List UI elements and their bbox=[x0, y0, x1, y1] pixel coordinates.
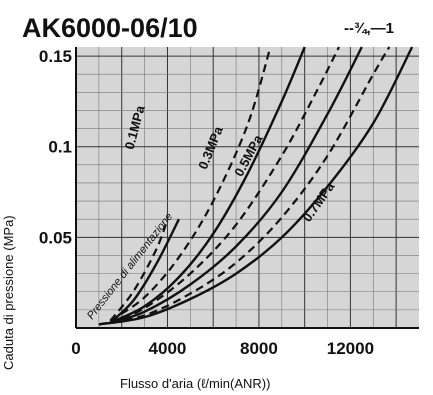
x-tick-label-1: 0 bbox=[71, 339, 80, 358]
series-line-7 bbox=[98, 46, 414, 326]
series-line-5 bbox=[109, 46, 363, 324]
y-axis-label: Caduta di pressione (MPa) bbox=[1, 215, 16, 370]
chart-title: AK6000-06/10 bbox=[22, 13, 198, 43]
series-line-6 bbox=[109, 46, 340, 324]
series-line-3 bbox=[109, 46, 306, 324]
series-line-4 bbox=[109, 46, 272, 322]
y-tick-label-3: 0.05 bbox=[39, 228, 72, 247]
series-line-2 bbox=[109, 218, 169, 322]
x-tick-label-4: 12000 bbox=[327, 339, 374, 358]
x-tick-label-3: 8000 bbox=[240, 339, 278, 358]
series-line-1 bbox=[109, 218, 180, 324]
y-tick-label-2: 0.1 bbox=[48, 138, 72, 157]
x-tick-label-2: 4000 bbox=[149, 339, 187, 358]
plot-background bbox=[76, 47, 419, 328]
x-axis-label: Flusso d'aria (ℓ/min(ANR)) bbox=[120, 376, 270, 391]
series-line-8 bbox=[98, 46, 391, 326]
chart-legend: --¾,—1 bbox=[344, 20, 394, 37]
y-tick-label-1: 0.15 bbox=[39, 47, 72, 66]
